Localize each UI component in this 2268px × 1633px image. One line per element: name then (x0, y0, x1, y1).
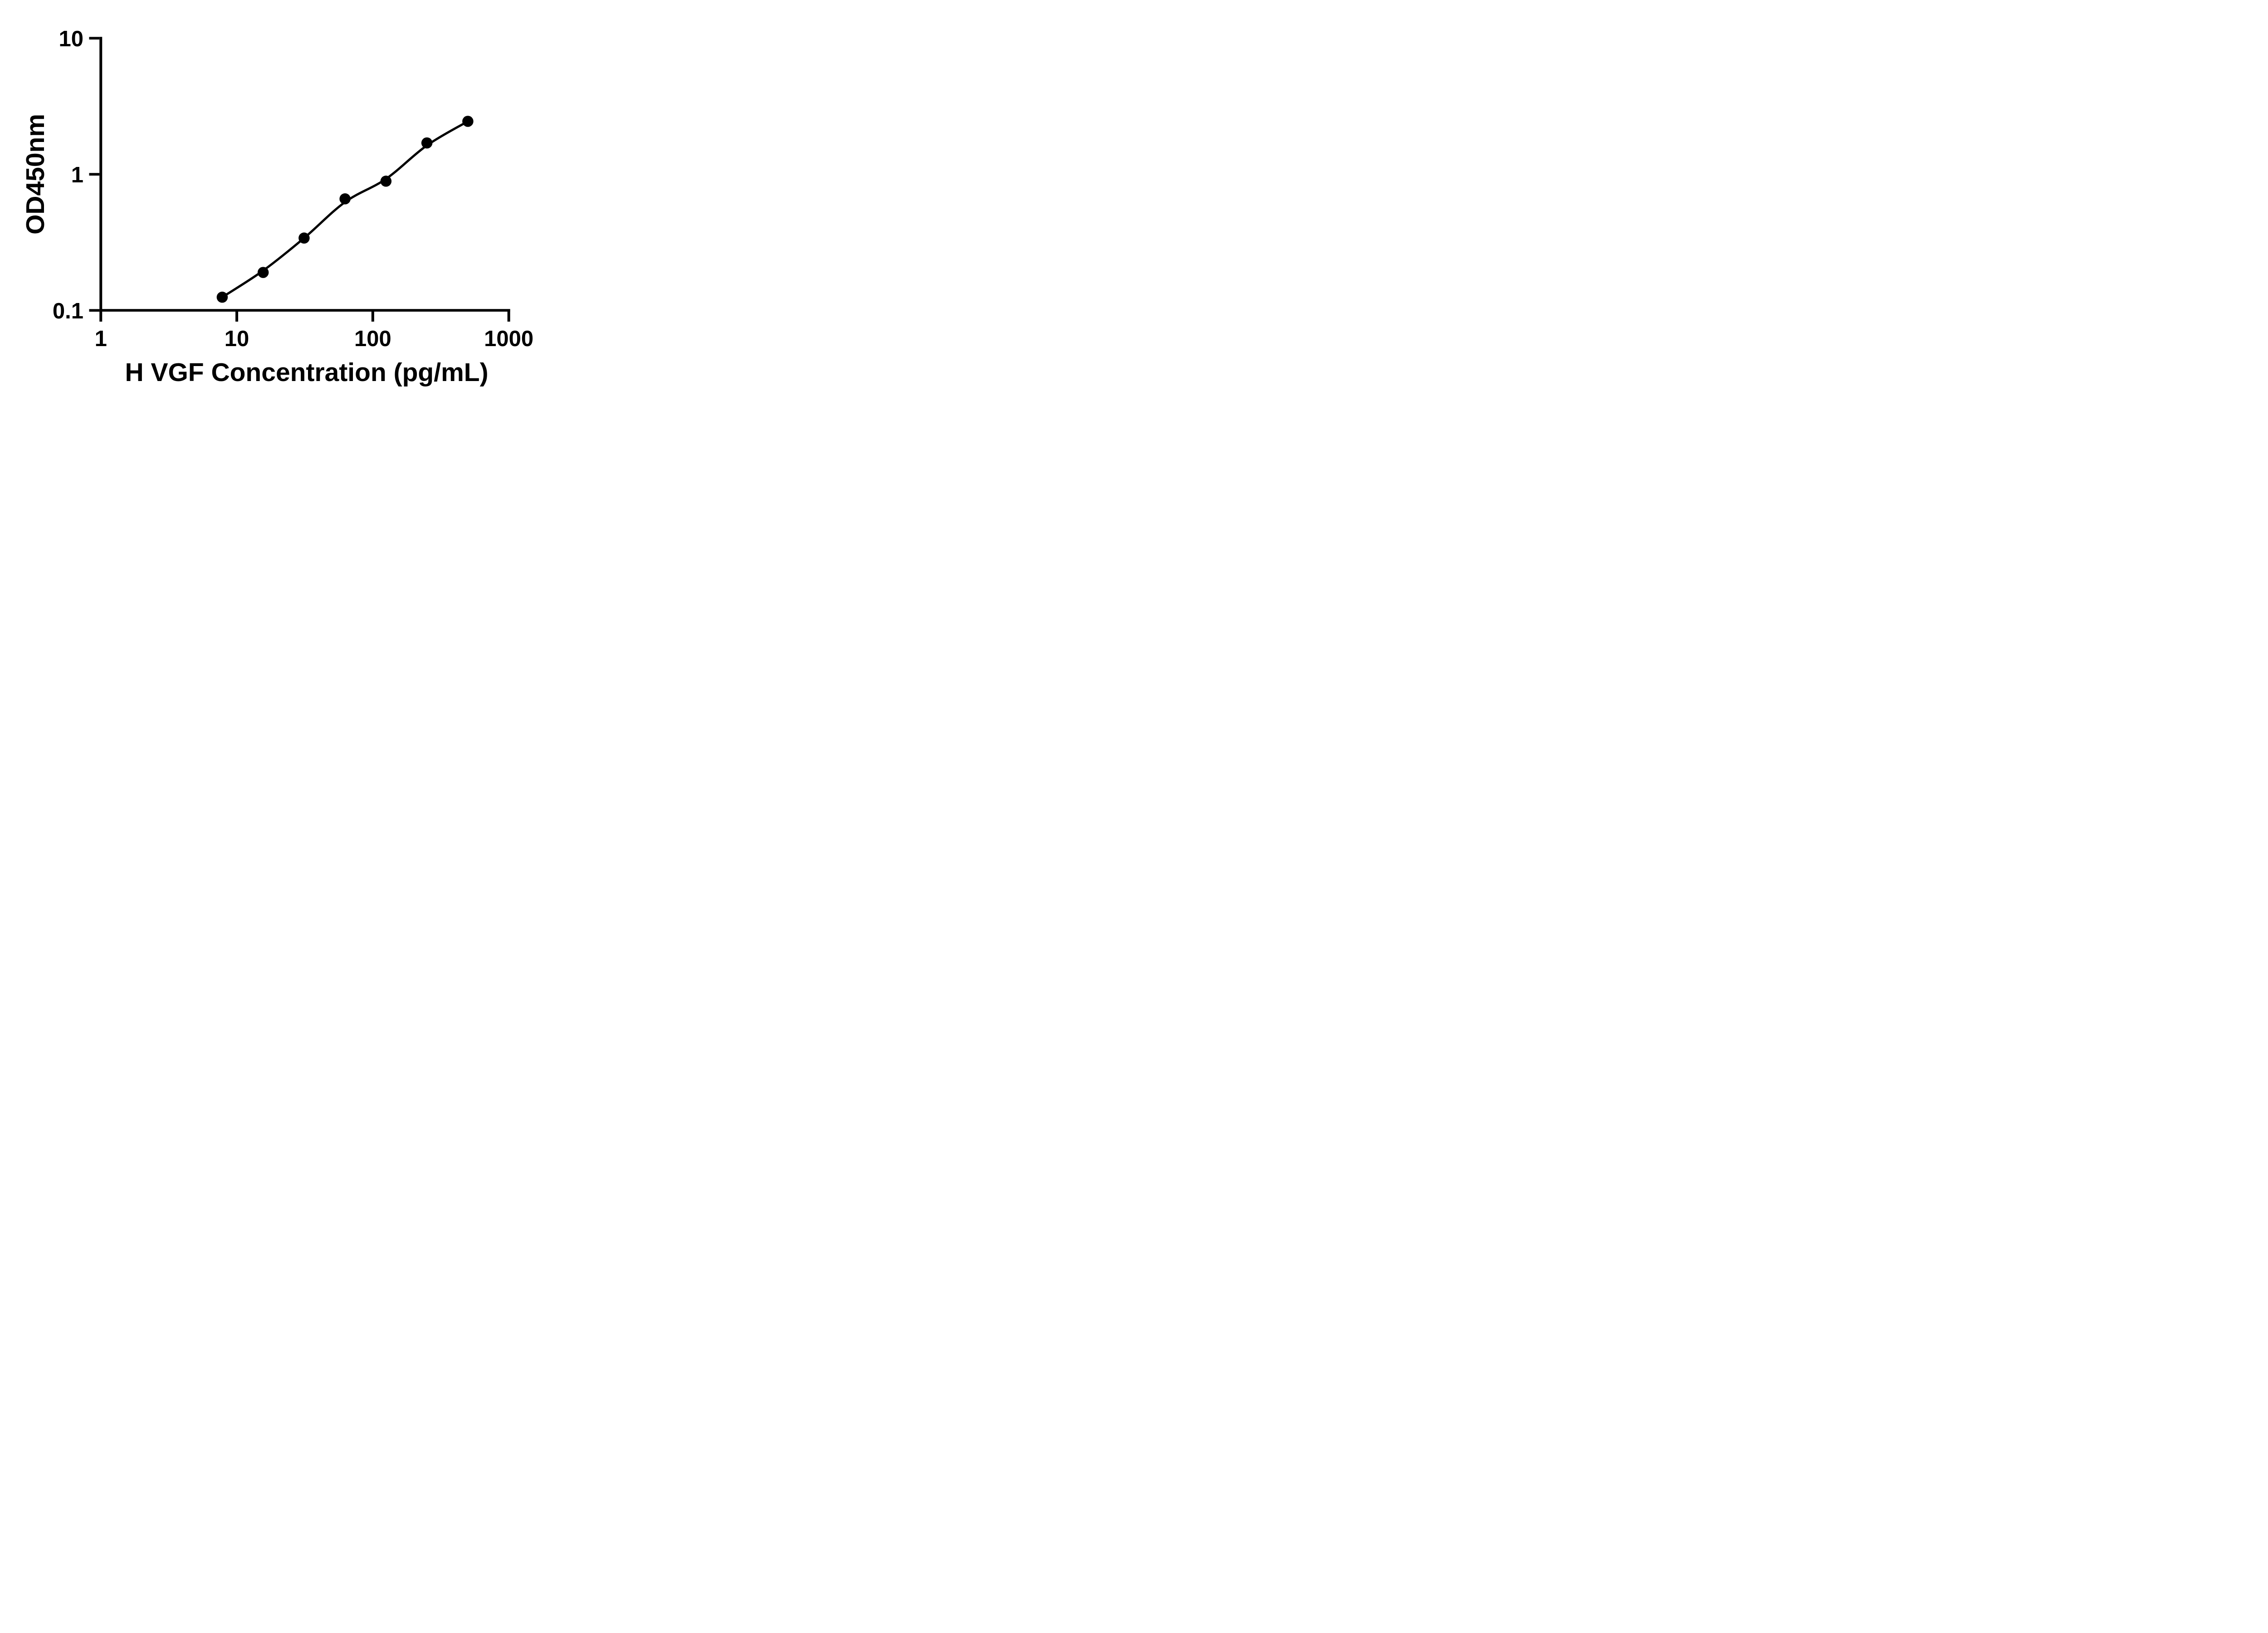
x-tick-mark (371, 312, 374, 322)
x-tick-label: 100 (354, 327, 391, 351)
x-axis-ticks (99, 312, 510, 322)
y-tick-mark (89, 173, 100, 176)
y-tick-mark (89, 37, 100, 40)
chart-page: 1 10 100 1000 10 1 0.1 H VGF Concentration (p… (0, 0, 572, 408)
standard-curve-chart: 1 10 100 1000 10 1 0.1 H VGF Concentration (p… (21, 27, 534, 387)
y-axis-ticks (89, 37, 100, 312)
data-point (298, 232, 310, 244)
y-axis-line (99, 37, 103, 312)
y-tick-label: 1 (71, 163, 83, 187)
data-point (339, 193, 351, 205)
x-tick-mark (235, 312, 239, 322)
x-tick-label: 10 (225, 327, 249, 351)
y-tick-label: 10 (59, 27, 83, 51)
data-points (216, 116, 474, 303)
x-tick-label: 1 (95, 327, 107, 351)
y-axis-tick-labels: 10 1 0.1 (53, 27, 83, 323)
data-point (380, 176, 392, 187)
x-axis-title: H VGF Concentration (pg/mL) (125, 358, 488, 387)
y-axis-title: OD450nm (21, 114, 50, 235)
data-point (216, 291, 228, 303)
x-tick-mark (99, 312, 103, 322)
y-tick-mark (89, 309, 100, 312)
data-point (257, 267, 269, 278)
data-point (421, 137, 433, 149)
x-tick-label: 1000 (484, 327, 533, 351)
x-axis-tick-labels: 1 10 100 1000 (95, 327, 534, 351)
x-tick-mark (507, 312, 510, 322)
x-axis-line (99, 309, 510, 312)
data-point (462, 116, 474, 127)
y-tick-label: 0.1 (53, 299, 83, 323)
